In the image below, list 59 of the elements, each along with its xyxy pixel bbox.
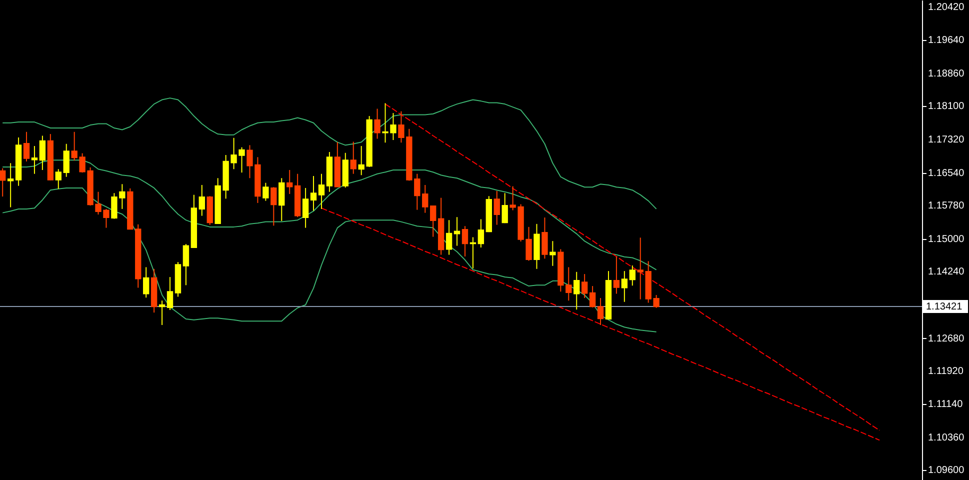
candlestick	[422, 184, 428, 214]
candlestick	[637, 237, 644, 300]
candlestick	[302, 187, 309, 228]
y-tick-label: 1.12680	[928, 333, 965, 344]
y-tick-label: 1.16540	[928, 168, 965, 179]
y-tick-label: 1.15000	[928, 234, 965, 245]
candlestick	[494, 190, 500, 226]
candlestick	[63, 143, 70, 178]
y-tick-label: 1.11140	[928, 399, 964, 410]
y-tick-label: 1.14240	[928, 266, 965, 278]
line-series	[2, 187, 657, 332]
line-series	[384, 104, 880, 431]
y-tick-label: 1.10360	[928, 432, 965, 444]
candlestick	[7, 162, 14, 208]
candlestick	[166, 276, 174, 311]
y-tick-label: 1.17320	[928, 134, 965, 146]
y-tick-label: 1.11920	[928, 366, 964, 377]
candlestick	[574, 271, 580, 310]
candlestick	[278, 178, 285, 222]
candlestick	[581, 274, 588, 299]
candlestick	[0, 168, 6, 198]
candlestick	[350, 141, 356, 174]
y-tick-label: 1.15780	[928, 200, 965, 212]
candlestick	[462, 226, 468, 257]
candlestick	[621, 270, 628, 302]
candlestick	[23, 131, 30, 162]
candlestick	[613, 256, 620, 294]
y-tick-label: 1.09600	[928, 465, 965, 476]
candlestick	[318, 173, 325, 210]
candlestick	[182, 244, 190, 286]
candlestick	[310, 175, 317, 212]
candlestick	[39, 135, 46, 170]
candlestick	[629, 264, 636, 286]
candlestick	[158, 300, 166, 326]
candlestick	[430, 205, 436, 238]
candlestick	[589, 286, 596, 308]
candlestick	[270, 186, 277, 226]
candlestick	[55, 168, 62, 190]
line-series	[2, 98, 657, 210]
y-tick-label: 1.20420	[928, 2, 965, 13]
candlestick	[198, 184, 205, 216]
candlestick	[597, 298, 604, 326]
candlestick	[550, 240, 556, 266]
candlestick	[143, 266, 150, 298]
candlestick	[454, 216, 460, 246]
candlestick	[31, 146, 38, 174]
y-tick-label: 1.19640	[928, 35, 965, 46]
candlestick	[478, 218, 484, 248]
candlestick	[262, 182, 269, 202]
candlestick	[446, 220, 452, 256]
candlestick	[374, 108, 380, 140]
candlestick	[542, 217, 548, 260]
candlestick	[566, 266, 572, 302]
y-tick-label: 1.18100	[928, 101, 965, 112]
y-tick-label: 1.18860	[928, 68, 965, 80]
candlestick	[286, 169, 293, 194]
candlestick	[502, 192, 508, 224]
line-series	[320, 208, 880, 441]
ref-line-label: 1.13421	[926, 302, 963, 313]
